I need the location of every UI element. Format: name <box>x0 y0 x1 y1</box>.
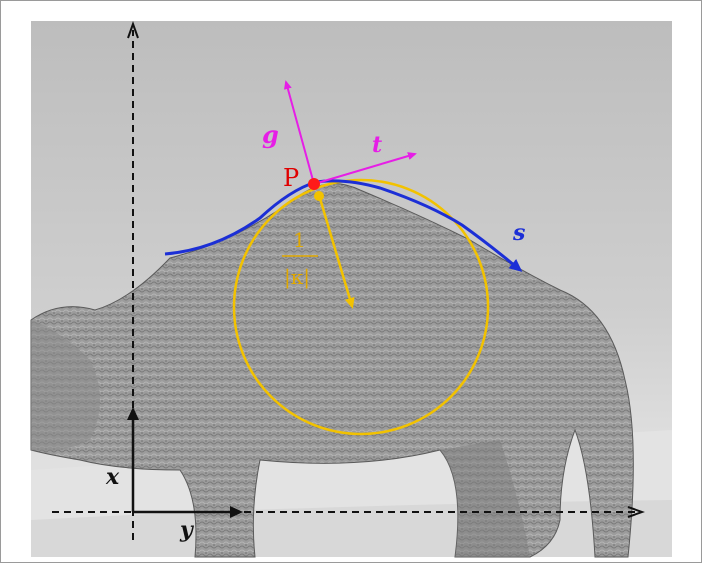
radius-origin-dot <box>314 191 324 201</box>
x-axis-arrowhead <box>127 21 139 39</box>
y-axis-label: y <box>179 517 195 543</box>
tangent-label: t <box>372 132 382 158</box>
x-axis-label: x <box>105 464 120 490</box>
osculating-circle <box>232 178 490 436</box>
point-p-label: P <box>283 164 299 192</box>
radius-vector <box>317 194 355 309</box>
normal-label: g <box>262 120 279 149</box>
radius-denominator: |κ| <box>284 265 310 290</box>
camel-neck-shadow <box>31 320 100 452</box>
normal-vector <box>283 80 315 185</box>
arc-length-label: s <box>512 220 525 246</box>
y-axis-arrowhead <box>627 506 645 518</box>
camel-leg-shadow <box>440 440 530 557</box>
point-p-marker <box>308 178 320 190</box>
radius-numerator: 1 <box>293 228 306 252</box>
curve-s <box>164 179 523 272</box>
tangent-vector <box>313 152 417 185</box>
